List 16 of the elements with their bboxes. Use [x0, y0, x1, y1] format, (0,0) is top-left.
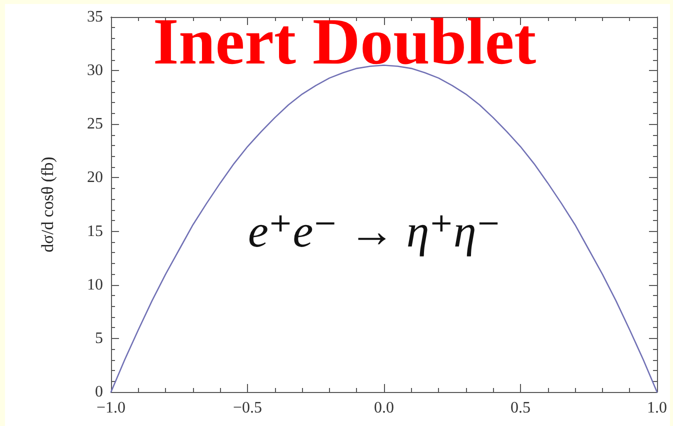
y-tick-label: 15	[87, 222, 103, 240]
x-tick-label: 0.0	[374, 400, 394, 416]
annotation: e⁺e⁻ → η⁺η⁻	[248, 206, 501, 256]
y-tick-label: 30	[87, 62, 103, 80]
x-tick-label: 0.5	[510, 400, 530, 416]
y-tick-label: 20	[87, 169, 103, 186]
y-tick-label: 5	[95, 330, 103, 347]
y-tick-label: 0	[95, 384, 103, 400]
y-tick-label: 35	[87, 8, 103, 26]
y-tick-label: 25	[87, 116, 103, 133]
x-tick-label: 1.0	[647, 400, 667, 416]
chart-title: Inert Doublet	[153, 6, 536, 78]
y-axis-title: dσ/d cosθ (fb)	[38, 156, 57, 252]
y-tick-label: 10	[87, 276, 103, 294]
x-tick-label: −0.5	[232, 400, 262, 416]
x-tick-label: −1.0	[96, 400, 126, 416]
